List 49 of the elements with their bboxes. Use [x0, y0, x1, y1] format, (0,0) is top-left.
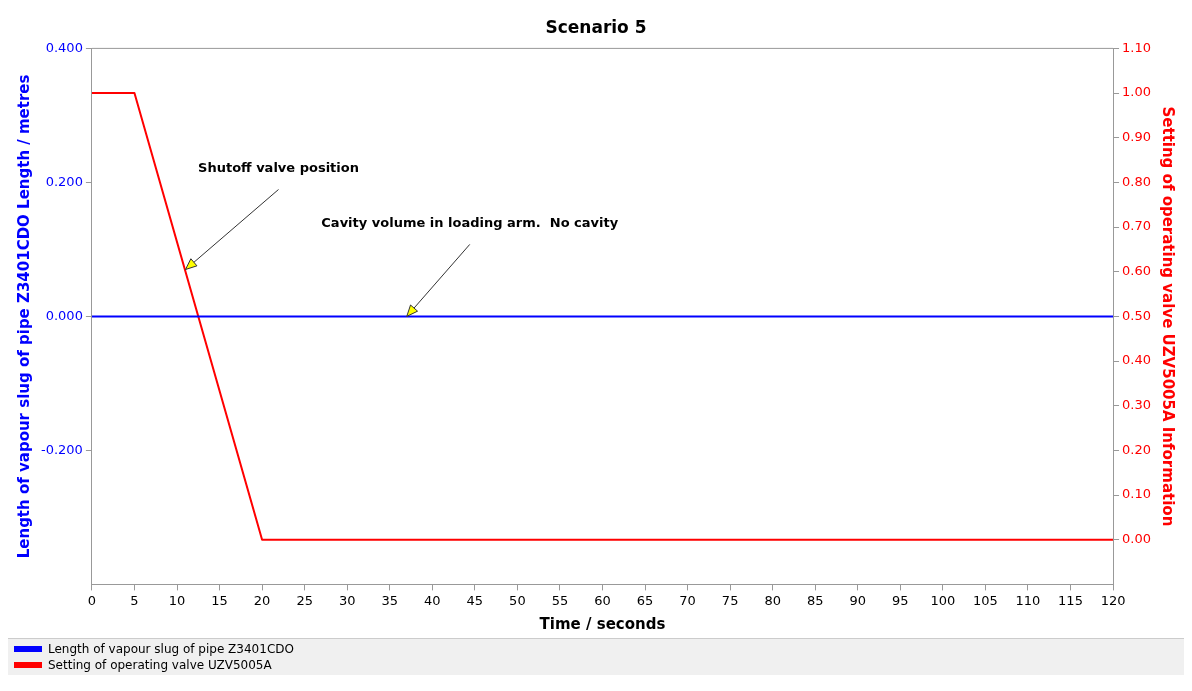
y2-tick-label: 0.00: [1122, 531, 1152, 547]
x-tick-label: 20: [253, 592, 271, 608]
legend-label: Length of vapour slug of pipe Z3401CDO: [48, 642, 294, 656]
x-tick-label: 65: [636, 592, 654, 608]
y2-tick-label: 0.70: [1122, 218, 1152, 234]
x-tick-label: 25: [296, 592, 313, 608]
x-tick-label: 10: [168, 592, 186, 608]
y2-tick-label: 0.30: [1122, 397, 1152, 413]
y2-tick-label: 0.40: [1122, 352, 1152, 368]
x-tick-label: 105: [973, 592, 998, 608]
x-tick-label: 30: [338, 592, 356, 608]
y2-tick-label: 0.10: [1122, 486, 1152, 502]
x-tick-label: 40: [424, 592, 441, 608]
y2-axis-title: Setting of operating valve UZV5005A Information: [1159, 106, 1178, 527]
x-tick-label: 45: [466, 592, 484, 608]
x-tick-label: 85: [806, 592, 824, 608]
x-tick-label: 90: [849, 592, 867, 608]
y2-tick-label: 1.00: [1122, 84, 1152, 100]
legend-label: Setting of operating valve UZV5005A: [48, 658, 272, 672]
x-tick-label: 95: [892, 592, 909, 608]
chart-title: Scenario 5: [545, 16, 647, 37]
x-tick-label: 100: [930, 592, 956, 608]
y2-tick-label: 0.20: [1122, 441, 1152, 457]
x-tick-label: 120: [1100, 592, 1126, 608]
y-tick-label: 0.200: [45, 173, 83, 189]
y2-tick-label: 0.50: [1122, 307, 1152, 323]
x-tick-label: 115: [1058, 592, 1083, 608]
x-tick-label: 35: [381, 592, 399, 608]
y-tick-label: 0.400: [45, 39, 83, 55]
x-tick-label: 110: [1015, 592, 1041, 608]
y-tick-label: -0.200: [40, 441, 83, 457]
y-axis-title: Length of vapour slug of pipe Z3401CDO Length / metres: [14, 74, 33, 559]
y2-tick-label: 0.60: [1122, 263, 1152, 279]
x-tick-label: 60: [594, 592, 611, 608]
y2-tick-label: 0.90: [1122, 129, 1152, 145]
x-tick-label: 5: [130, 592, 139, 608]
x-tick-label: 55: [551, 592, 569, 608]
x-tick-label: 50: [509, 592, 526, 608]
x-tick-label: 75: [721, 592, 739, 608]
x-tick-label: 80: [764, 592, 781, 608]
annotation: Shutoff valve position: [198, 160, 359, 176]
x-tick-label: 0: [87, 592, 97, 608]
y2-tick-label: 1.10: [1122, 39, 1152, 55]
annotation: Cavity volume in loading arm. No cavity: [321, 215, 619, 231]
x-tick-label: 70: [679, 592, 696, 608]
y-tick-label: 0.000: [45, 307, 83, 323]
y2-tick-label: 0.80: [1122, 173, 1152, 189]
x-axis-title: Time / seconds: [539, 614, 666, 633]
x-tick-label: 15: [211, 592, 228, 608]
